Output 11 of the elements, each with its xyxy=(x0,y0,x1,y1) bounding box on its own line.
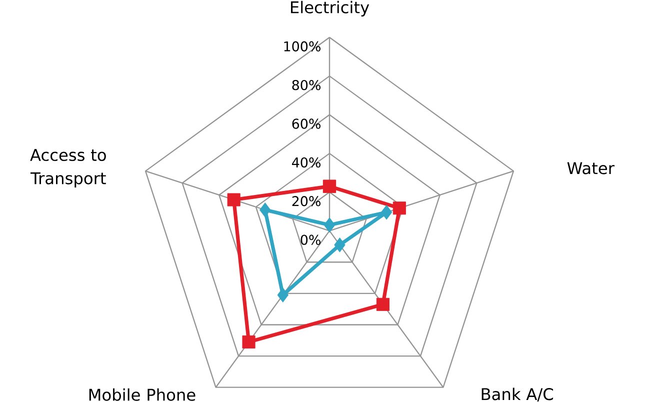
spoke-label: Electricity xyxy=(291,0,370,16)
y-tick-label: 20% xyxy=(292,196,320,206)
y-tick-label: 80% xyxy=(292,80,320,90)
y-tick-label: 60% xyxy=(292,118,320,129)
spoke-label: Bank A/C xyxy=(482,388,554,402)
y-tick-label: 100% xyxy=(284,41,320,52)
spoke-label: Access to Transport xyxy=(30,148,106,188)
y-tick-label: 40% xyxy=(292,157,320,168)
spoke-label: Mobile Phone xyxy=(89,388,196,401)
y-tick-label: 0% xyxy=(300,234,320,245)
spoke-label: Water xyxy=(567,162,614,174)
